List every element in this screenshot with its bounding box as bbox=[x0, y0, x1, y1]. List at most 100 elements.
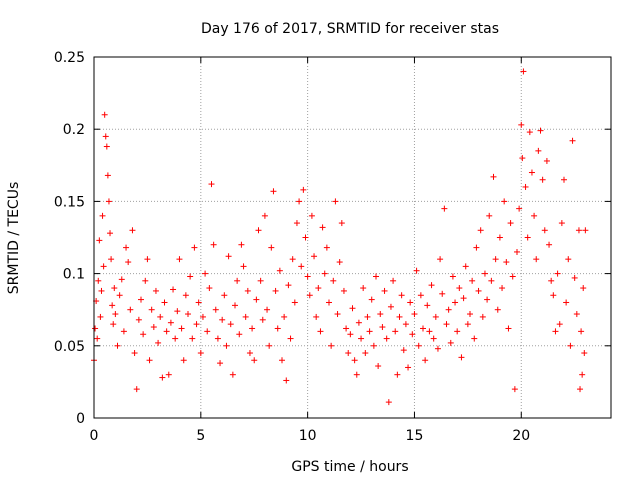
data-point bbox=[221, 292, 228, 299]
data-point bbox=[411, 311, 418, 318]
data-point bbox=[501, 198, 508, 205]
data-point bbox=[313, 313, 320, 320]
data-point bbox=[108, 256, 115, 263]
data-point bbox=[96, 237, 103, 244]
data-point bbox=[581, 350, 588, 357]
data-point bbox=[541, 227, 548, 234]
data-point bbox=[242, 313, 249, 320]
data-point bbox=[326, 299, 332, 306]
data-point bbox=[454, 328, 461, 335]
data-point bbox=[98, 287, 105, 294]
data-point bbox=[577, 386, 584, 393]
data-point bbox=[511, 386, 518, 393]
data-points bbox=[91, 68, 589, 406]
data-point bbox=[261, 212, 268, 219]
data-point bbox=[432, 313, 439, 320]
data-point bbox=[360, 285, 367, 292]
data-point bbox=[548, 277, 555, 284]
data-point bbox=[471, 335, 478, 342]
data-point bbox=[494, 306, 501, 313]
data-point bbox=[281, 313, 288, 320]
data-point bbox=[368, 296, 375, 303]
data-point bbox=[229, 371, 236, 378]
data-point bbox=[458, 354, 465, 361]
data-point bbox=[302, 234, 309, 241]
data-point bbox=[528, 169, 535, 176]
data-point bbox=[94, 335, 101, 342]
data-point bbox=[449, 273, 456, 280]
data-point bbox=[479, 313, 486, 320]
data-point bbox=[298, 263, 305, 270]
data-point bbox=[100, 263, 107, 270]
data-point bbox=[118, 276, 125, 283]
data-point bbox=[308, 212, 315, 219]
data-point bbox=[550, 292, 557, 299]
data-point bbox=[439, 290, 446, 297]
data-point bbox=[185, 311, 191, 318]
grid bbox=[94, 57, 611, 418]
data-point bbox=[105, 198, 112, 205]
plot-frame bbox=[93, 56, 612, 419]
data-point bbox=[394, 371, 401, 378]
y-tick-label: 0.05 bbox=[54, 339, 85, 355]
data-point bbox=[272, 287, 279, 294]
data-point bbox=[402, 321, 409, 328]
data-point bbox=[259, 316, 266, 323]
y-tick-label: 0 bbox=[76, 411, 85, 427]
data-point bbox=[569, 137, 576, 144]
data-point bbox=[355, 319, 362, 326]
x-tick-label: 15 bbox=[406, 428, 424, 444]
data-point bbox=[135, 316, 142, 323]
data-point bbox=[180, 357, 187, 364]
data-point bbox=[148, 306, 155, 313]
data-point bbox=[195, 299, 202, 306]
data-point bbox=[531, 212, 538, 219]
chart-title: Day 176 of 2017, SRMTID for receiver sta… bbox=[201, 21, 499, 37]
data-point bbox=[353, 371, 360, 378]
data-point bbox=[366, 328, 373, 335]
data-point bbox=[291, 299, 298, 306]
data-point bbox=[103, 143, 110, 150]
axes: 0 5 10 15 20 0 0.05 0.1 0.15 0.2 0.25 bbox=[54, 50, 612, 444]
data-point bbox=[114, 342, 121, 349]
data-point bbox=[111, 285, 118, 292]
data-point bbox=[187, 273, 194, 280]
data-point bbox=[174, 308, 181, 315]
data-point bbox=[561, 176, 567, 183]
data-point bbox=[409, 331, 416, 338]
data-point bbox=[217, 360, 224, 367]
data-point bbox=[157, 313, 164, 320]
data-point bbox=[443, 321, 450, 328]
data-point bbox=[481, 270, 488, 277]
data-point bbox=[146, 357, 153, 364]
data-point bbox=[385, 399, 392, 406]
data-point bbox=[573, 311, 580, 318]
data-point bbox=[546, 241, 553, 248]
data-point bbox=[445, 306, 452, 313]
data-point bbox=[441, 205, 448, 212]
data-point bbox=[505, 325, 512, 332]
data-point bbox=[499, 285, 506, 292]
data-point bbox=[330, 277, 337, 284]
data-point bbox=[464, 321, 471, 328]
data-point bbox=[351, 357, 358, 364]
data-point bbox=[232, 302, 238, 309]
data-point bbox=[172, 335, 179, 342]
data-point bbox=[518, 121, 525, 128]
data-point bbox=[571, 274, 578, 281]
data-point bbox=[558, 220, 565, 227]
x-tick-label: 20 bbox=[512, 428, 530, 444]
data-point bbox=[296, 198, 303, 205]
data-point bbox=[375, 363, 382, 370]
data-point bbox=[340, 287, 347, 294]
data-point bbox=[484, 296, 491, 303]
data-point bbox=[537, 127, 544, 134]
data-point bbox=[285, 282, 292, 289]
data-point bbox=[520, 68, 527, 75]
data-point bbox=[422, 357, 429, 364]
data-point bbox=[170, 286, 177, 293]
data-point bbox=[123, 244, 130, 251]
data-point bbox=[142, 277, 149, 284]
data-point bbox=[509, 273, 516, 280]
